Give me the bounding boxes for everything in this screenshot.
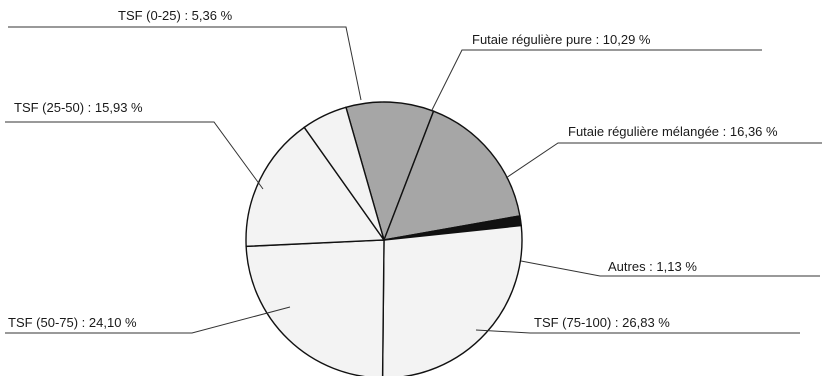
leader-line-tsf-75-100 bbox=[475, 329, 800, 334]
leader-line-autres bbox=[520, 260, 820, 277]
pie-slice-tsf-50-75 bbox=[245, 239, 385, 376]
pie-slice-futaie-pure bbox=[345, 101, 435, 243]
leader-line-tsf-25-50 bbox=[5, 121, 264, 190]
slice-label-tsf-0-25: TSF (0-25) : 5,36 % bbox=[118, 8, 233, 23]
leader-line-tsf-0-25 bbox=[8, 26, 362, 101]
leader-lines bbox=[5, 26, 822, 334]
leader-line-futaie-melangee bbox=[505, 142, 822, 179]
slice-label-tsf-75-100: TSF (75-100) : 26,83 % bbox=[534, 315, 670, 330]
pie-slice-tsf-0-25 bbox=[303, 106, 385, 241]
slice-label-tsf-50-75: TSF (50-75) : 24,10 % bbox=[8, 315, 137, 330]
slice-label-autres: Autres : 1,13 % bbox=[608, 259, 697, 274]
slice-label-futaie-pure: Futaie régulière pure : 10,29 % bbox=[472, 32, 651, 47]
leader-line-futaie-pure bbox=[431, 49, 762, 111]
slice-labels: Futaie régulière pure : 10,29 % Futaie r… bbox=[8, 8, 778, 330]
pie-slice-tsf-25-50 bbox=[245, 126, 386, 248]
pie-slices bbox=[245, 101, 523, 376]
pie-slice-futaie-melangee bbox=[382, 110, 521, 241]
slice-label-tsf-25-50: TSF (25-50) : 15,93 % bbox=[14, 100, 143, 115]
leader-line-tsf-50-75 bbox=[5, 306, 291, 334]
slice-label-futaie-melangee: Futaie régulière mélangée : 16,36 % bbox=[568, 124, 778, 139]
pie-slice-tsf-75-100 bbox=[381, 224, 523, 376]
